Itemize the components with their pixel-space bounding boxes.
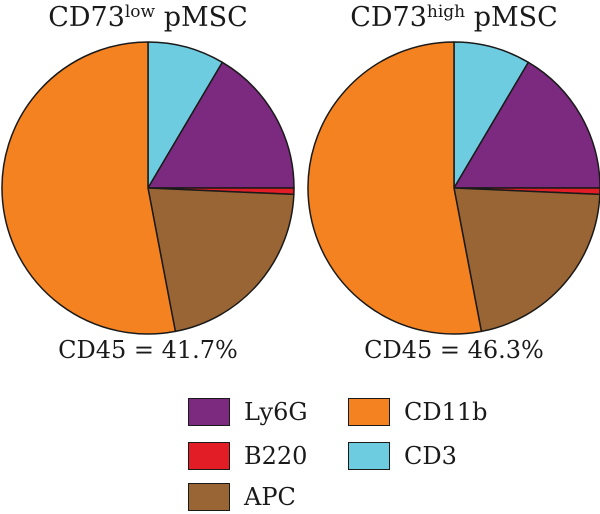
title-sup: high <box>426 2 466 22</box>
legend-item-apc: APC <box>188 480 296 514</box>
pie-slice-ly6g <box>453 61 600 189</box>
legend-item-cd3: CD3 <box>348 439 457 473</box>
legend-label-cd11b: CD11b <box>404 398 488 426</box>
legend-item-b220: B220 <box>188 439 307 473</box>
legend-item-ly6g: Ly6G <box>188 395 308 429</box>
caption-left: CD45 = 41.7% <box>58 336 238 364</box>
legend-label-cd3: CD3 <box>404 442 457 470</box>
title-rest: pMSC <box>465 2 558 33</box>
pie-chart-right <box>307 41 600 335</box>
legend-label-b220: B220 <box>244 442 308 470</box>
caption-right: CD45 = 46.3% <box>364 336 544 364</box>
chart-title-left: CD73low pMSC <box>0 2 296 33</box>
legend-swatch-cd11b <box>348 398 390 426</box>
pie-slice-apc <box>453 187 600 333</box>
title-rest: pMSC <box>155 2 248 33</box>
pie-slice-cd11b <box>307 41 483 335</box>
pie-chart-left <box>1 41 295 335</box>
pie-slice-cd11b <box>1 41 177 335</box>
legend-swatch-b220 <box>188 442 230 470</box>
pie-slice-ly6g <box>147 61 295 189</box>
legend-swatch-cd3 <box>348 442 390 470</box>
pie-slice-apc <box>147 187 295 333</box>
legend-swatch-apc <box>188 483 230 511</box>
title-main: CD73 <box>350 2 427 33</box>
title-sup: low <box>124 2 156 22</box>
legend-swatch-ly6g <box>188 398 230 426</box>
title-main: CD73 <box>48 2 125 33</box>
legend-label-apc: APC <box>244 483 296 511</box>
legend-label-ly6g: Ly6G <box>244 398 308 426</box>
chart-title-right: CD73high pMSC <box>306 2 600 33</box>
legend-item-cd11b: CD11b <box>348 395 488 429</box>
